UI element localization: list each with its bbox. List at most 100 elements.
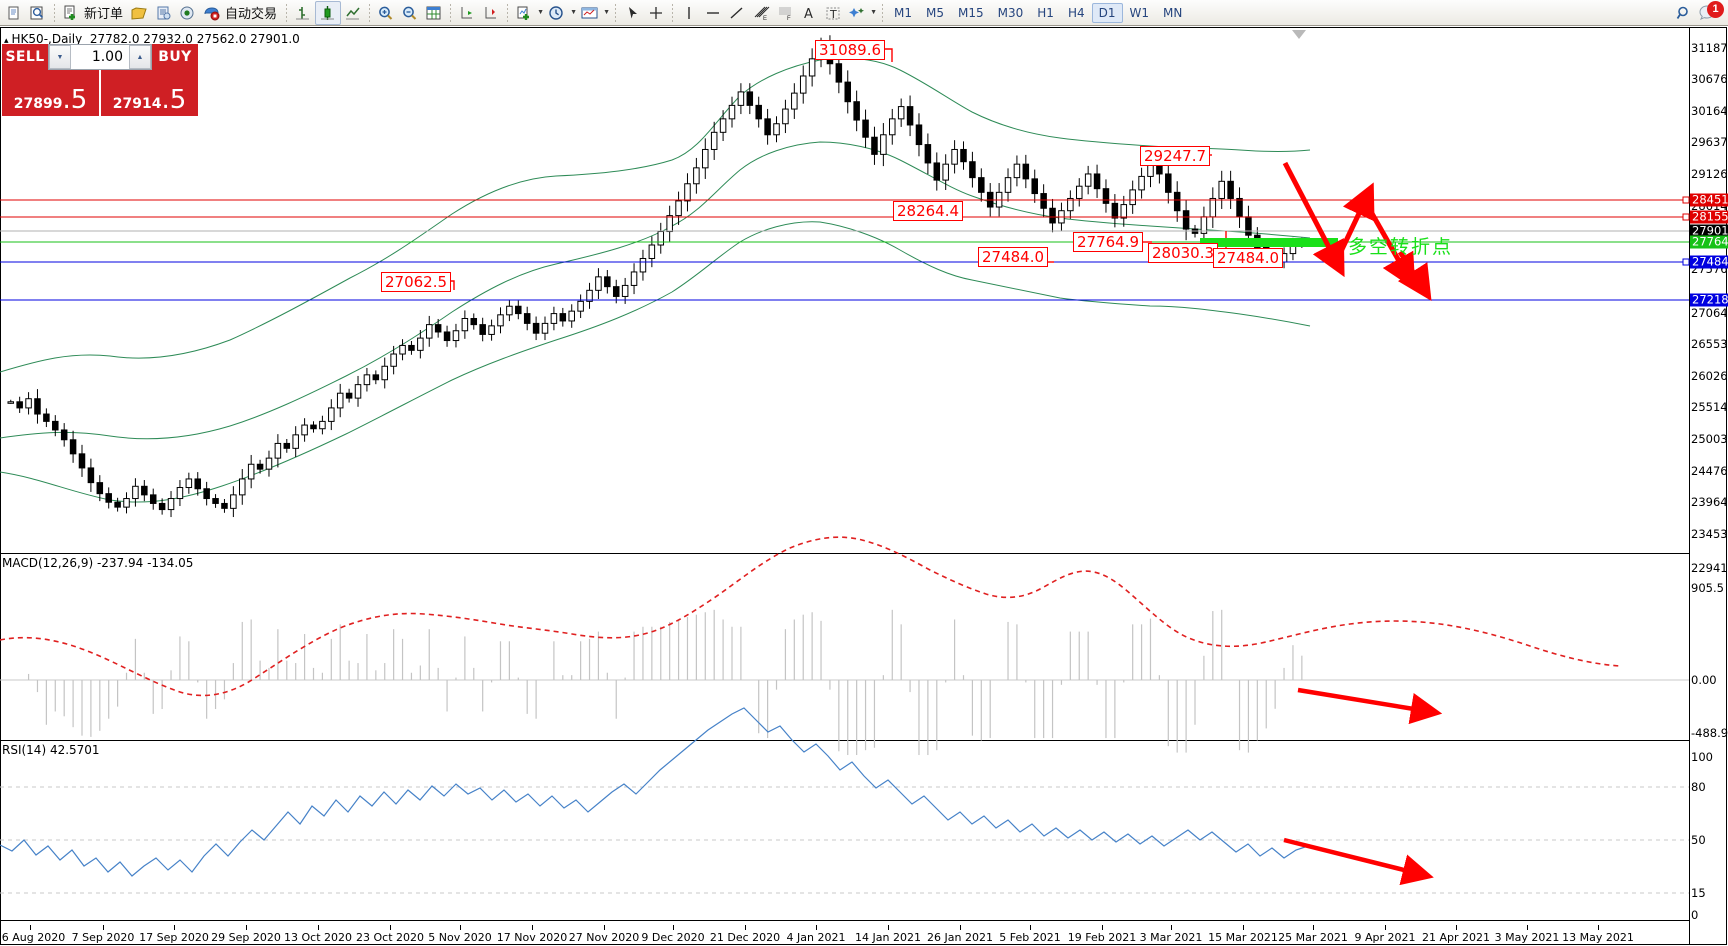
text-icon[interactable]: A [797, 2, 821, 24]
volume-decrement-icon[interactable]: ▼ [49, 45, 71, 69]
timeframe-m30[interactable]: M30 [997, 5, 1024, 20]
one-click-trading-panel[interactable]: SELL ▼ 1.00 ▲ BUY 27899.5 27914.5 [2, 44, 198, 116]
toolbar-separator [54, 3, 55, 22]
text-label-icon[interactable]: T [821, 2, 845, 24]
annotation-29247[interactable]: 29247.7 [1140, 146, 1211, 166]
chevron-down-icon[interactable]: ▼ [870, 9, 877, 16]
annotation-31089[interactable]: 31089.6 [815, 40, 886, 60]
bar-chart-icon[interactable] [291, 2, 315, 24]
rsi-tick: 0 [1691, 908, 1699, 922]
date-label: 21 Dec 2020 [709, 931, 781, 944]
cursor-icon[interactable] [620, 2, 644, 24]
rsi-tick: 100 [1691, 750, 1713, 764]
timeframe-h1[interactable]: H1 [1037, 5, 1054, 20]
symbol-marker-icon: ▴ [4, 36, 9, 46]
trendline-icon[interactable] [725, 2, 749, 24]
autoscroll-icon[interactable] [479, 2, 503, 24]
price-macd-separator [0, 553, 1689, 554]
price-tick: 26553.0 [1691, 337, 1728, 351]
rsi-indicator-label: RSI(14) 42.5701 [2, 743, 100, 757]
navigator-icon[interactable] [176, 2, 200, 24]
date-label: 23 Oct 2020 [355, 931, 425, 944]
new-chart-icon[interactable] [2, 2, 26, 24]
hline-icon[interactable] [701, 2, 725, 24]
market-watch-icon[interactable] [26, 2, 50, 24]
date-tick [1527, 925, 1528, 930]
annotation-28264[interactable]: 28264.4 [893, 201, 964, 221]
svg-text:T: T [829, 8, 837, 21]
date-tick [1385, 925, 1386, 930]
price-tick: 24476.0 [1691, 464, 1728, 478]
date-label: 21 Apr 2021 [1421, 931, 1491, 944]
scale-label-28451: 28451.7 [1690, 193, 1728, 207]
timeframe-m5[interactable]: M5 [926, 5, 945, 20]
fibo-fan-icon[interactable]: F [773, 2, 797, 24]
buy-button[interactable]: BUY [152, 44, 198, 70]
date-tick [673, 925, 674, 930]
search-icon[interactable] [1672, 2, 1696, 24]
crosshair-icon[interactable] [644, 2, 668, 24]
sell-button[interactable]: SELL [2, 44, 48, 70]
date-label: 14 Jan 2021 [855, 931, 921, 944]
date-label: 15 Mar 2021 [1208, 931, 1278, 944]
templates-icon[interactable] [578, 2, 602, 24]
date-tick [888, 925, 889, 930]
annotation-27484-left[interactable]: 27484.0 [978, 247, 1049, 267]
date-label: 5 Nov 2020 [428, 931, 492, 944]
date-tick [532, 925, 533, 930]
date-tick [103, 925, 104, 930]
sell-price-button[interactable]: 27899.5 [2, 70, 99, 116]
annotation-27484-right[interactable]: 27484.0 [1213, 248, 1284, 268]
date-label: 7 Sep 2020 [71, 931, 135, 944]
zoom-in-icon[interactable] [374, 2, 398, 24]
fibonacci-icon[interactable]: E [749, 2, 773, 24]
timeframe-h4[interactable]: H4 [1067, 5, 1085, 20]
date-label: 19 Feb 2021 [1067, 931, 1137, 944]
annotation-27764[interactable]: 27764.9 [1073, 232, 1144, 252]
new-order-label[interactable]: 新订单 [84, 7, 124, 22]
annotation-27062[interactable]: 27062.5 [381, 272, 452, 292]
chevron-down-icon[interactable]: ▼ [603, 9, 610, 16]
price-tick: 23964.5 [1691, 495, 1728, 509]
period-icon[interactable] [545, 2, 569, 24]
toolbar-right-group: 1 [1672, 0, 1728, 24]
annotation-28030[interactable]: 28030.3 [1148, 243, 1219, 263]
chevron-down-icon[interactable]: ▼ [570, 9, 577, 16]
chart-window[interactable] [0, 27, 1727, 945]
toolbar-separator [882, 3, 884, 22]
timeframe-d1[interactable]: D1 [1091, 2, 1123, 23]
macd-tick: 905.5 [1691, 581, 1724, 595]
autotrade-icon[interactable] [200, 2, 224, 24]
timeframe-m1[interactable]: M1 [894, 5, 913, 20]
volume-increment-icon[interactable]: ▲ [129, 45, 151, 69]
grid-icon[interactable] [422, 2, 446, 24]
annotation-turning-point-note: 多空转折点 [1348, 236, 1454, 258]
buy-price-button[interactable]: 27914.5 [101, 70, 198, 116]
candle-chart-icon[interactable] [315, 0, 342, 25]
price-tick: 30676.0 [1691, 72, 1728, 86]
indicators-icon[interactable] [512, 2, 536, 24]
shift-icon[interactable] [455, 2, 479, 24]
timeframe-m15[interactable]: M15 [958, 5, 984, 20]
alerts-icon[interactable]: 1 [1696, 0, 1724, 24]
folder-icon[interactable] [128, 2, 152, 24]
timeframe-w1[interactable]: W1 [1129, 5, 1150, 20]
new-order-icon[interactable] [59, 2, 83, 24]
autotrade-label[interactable]: 自动交易 [225, 7, 278, 22]
vline-icon[interactable] [677, 2, 701, 24]
date-tick [318, 925, 319, 930]
data-window-icon[interactable] [152, 2, 176, 24]
volume-value[interactable]: 1.00 [91, 49, 123, 65]
line-chart-icon[interactable] [341, 2, 365, 24]
shapes-icon[interactable] [845, 2, 869, 24]
scale-label-27218: 27218.6 [1690, 293, 1728, 307]
price-tick: 27064.5 [1691, 306, 1728, 320]
scale-label-27764: 27764.9 [1690, 235, 1728, 249]
timeframe-mn[interactable]: MN [1163, 5, 1183, 20]
scale-label-27484: 27484.0 [1690, 255, 1728, 269]
zoom-out-icon[interactable] [398, 2, 422, 24]
price-tick: 31187.5 [1691, 41, 1728, 55]
volume-stepper[interactable]: ▼ 1.00 ▲ [48, 44, 152, 70]
toolbar-separator [286, 3, 288, 22]
chevron-down-icon[interactable]: ▼ [537, 9, 544, 16]
